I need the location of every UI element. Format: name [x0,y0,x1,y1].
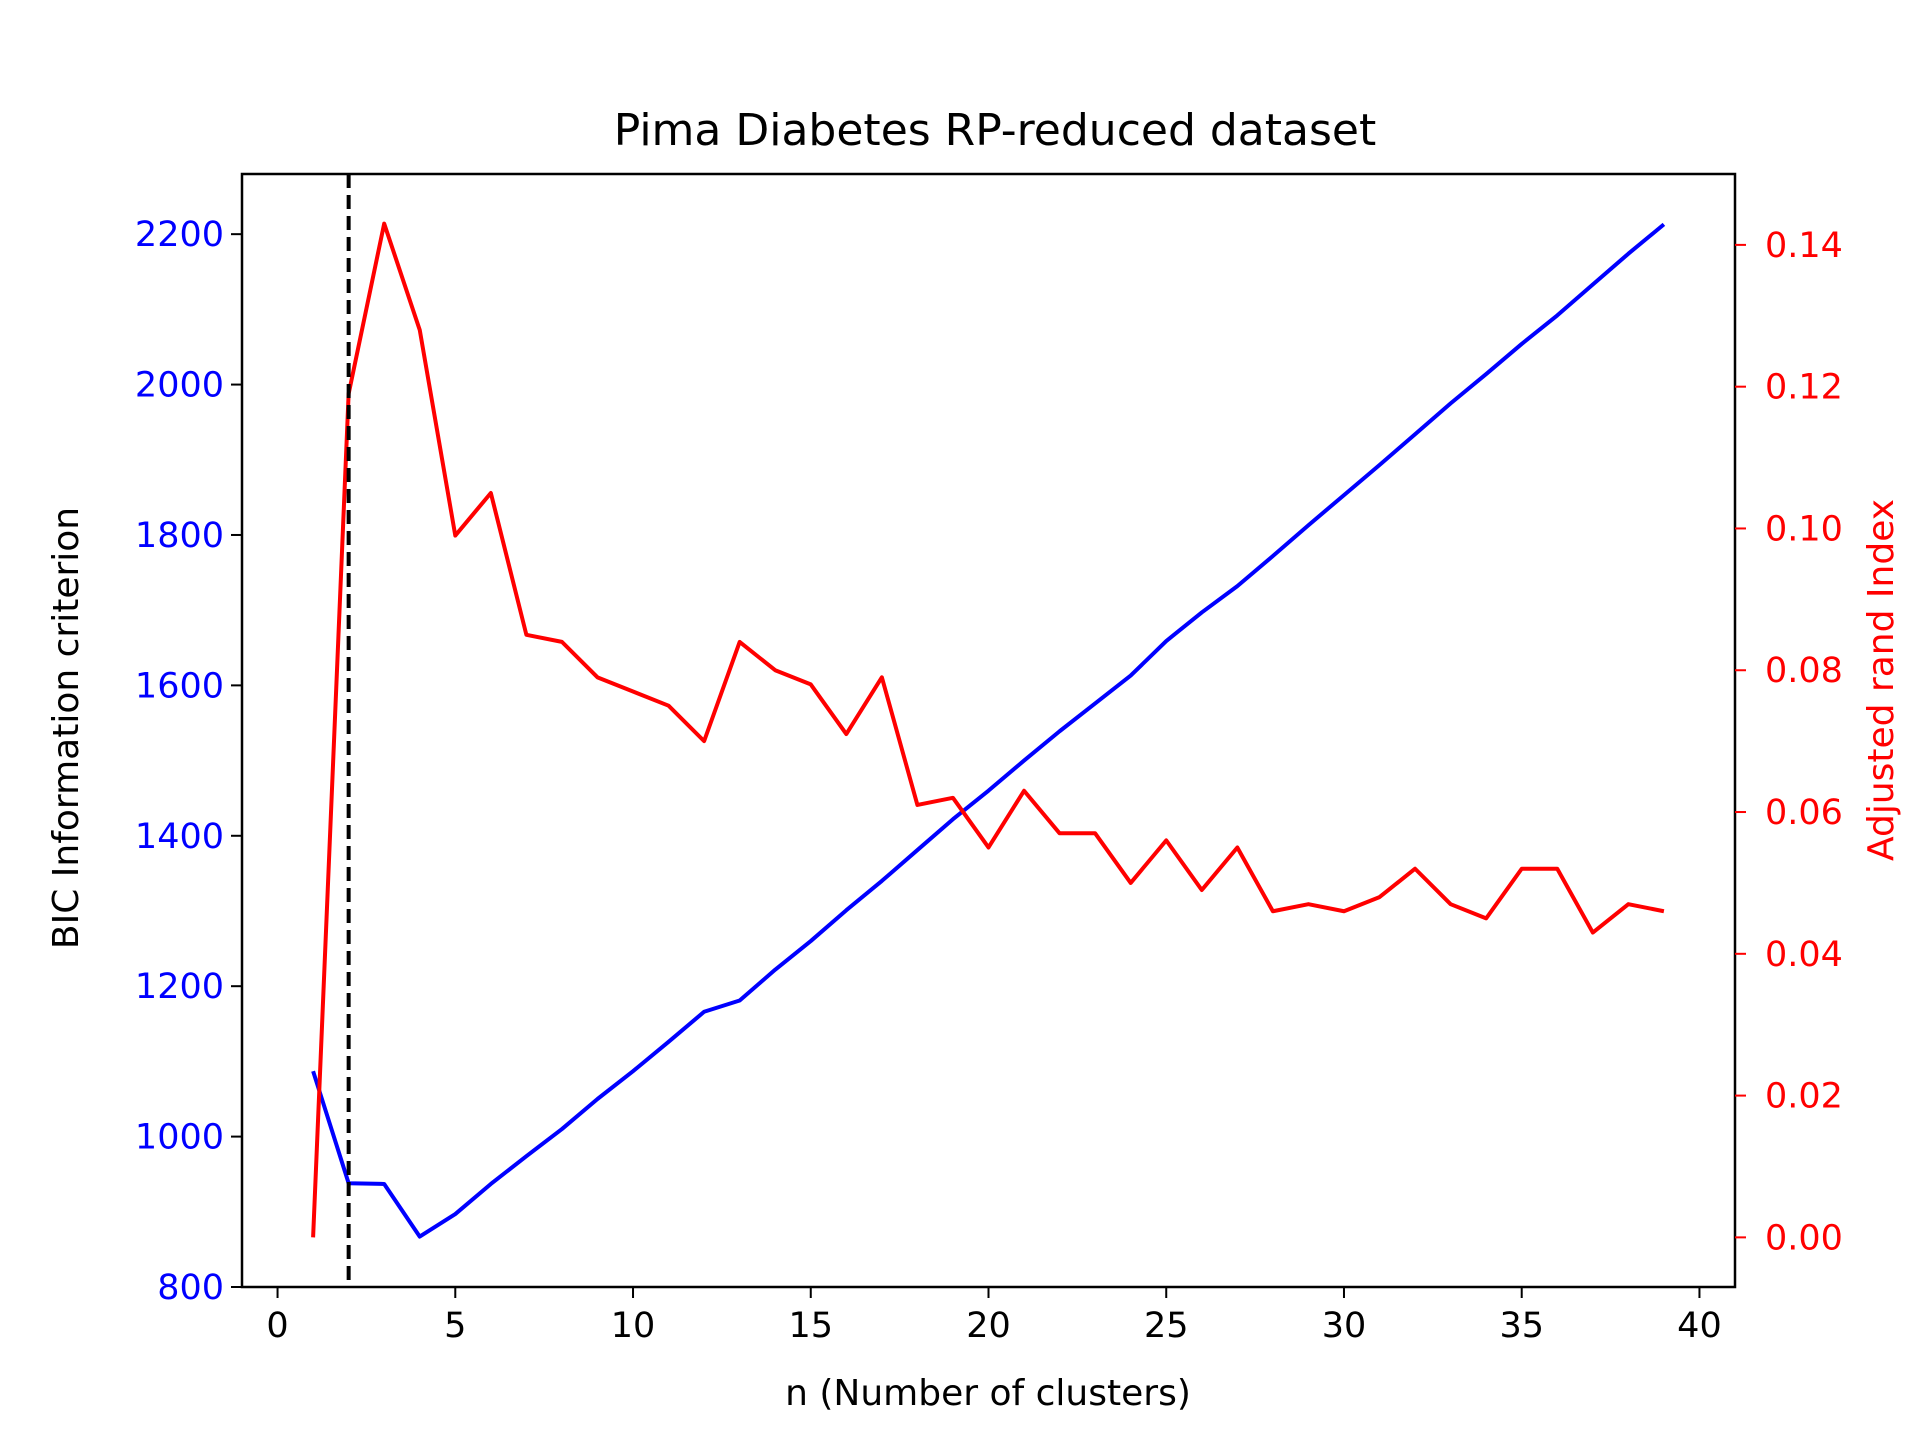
x-tick-label: 20 [966,1306,1011,1346]
x-tick-label: 25 [1144,1306,1189,1346]
y-right-tick-label: 0.12 [1765,368,1843,408]
y-left-tick-label: 1600 [135,666,224,706]
y-left-tick-label: 800 [157,1268,224,1308]
y-right-tick-label: 0.06 [1765,793,1843,833]
x-tick-label: 35 [1499,1306,1544,1346]
y-right-tick-label: 0.04 [1765,935,1843,975]
y-left-tick-label: 2200 [135,215,224,255]
chart-title: Pima Diabetes RP-reduced dataset [614,105,1376,156]
y-right-tick-label: 0.10 [1765,509,1843,549]
ari-series-line [311,221,1665,1238]
x-tick-label: 30 [1322,1306,1367,1346]
x-tick-label: 15 [788,1306,833,1346]
x-axis-label: n (Number of clusters) [785,1373,1191,1414]
x-tick-label: 5 [444,1306,466,1346]
y-right-tick-label: 0.08 [1765,651,1843,691]
y-left-tick-label: 2000 [135,366,224,406]
y-axis-label-left: BIC Information criterion [46,507,87,949]
axis-layer: 0 5 10 15 20 25 30 35 40 800 1000 1200 1400 1600 1800 2… [135,215,1843,1346]
x-tick-label: 0 [266,1306,288,1346]
x-tick-label: 10 [611,1306,656,1346]
bic-series-line [311,222,1666,1239]
y-left-tick-label: 1800 [135,516,224,556]
y-right-tick-label: 0.00 [1765,1218,1843,1258]
y-axis-label-right: Adjusted rand Index [1861,499,1902,861]
plot-layer [311,174,1666,1287]
y-right-tick-label: 0.02 [1765,1077,1843,1117]
y-left-tick-label: 1000 [135,1118,224,1158]
y-right-tick-label: 0.14 [1765,226,1843,266]
y-left-tick-label: 1400 [135,817,224,857]
x-tick-label: 40 [1677,1306,1722,1346]
y-left-tick-label: 1200 [135,967,224,1007]
